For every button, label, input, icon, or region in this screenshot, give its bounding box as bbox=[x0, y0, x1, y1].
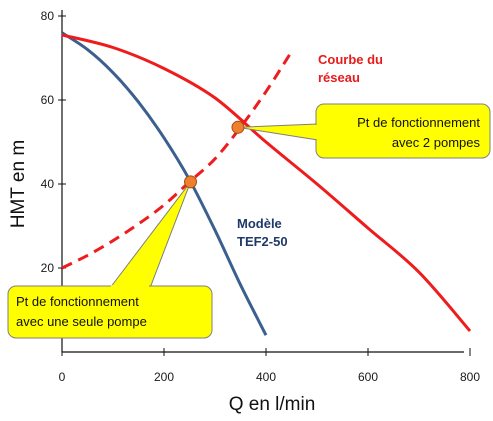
axes: 0 200 400 600 800 20 40 60 80 Q en l/min HMT en… bbox=[8, 9, 480, 415]
callout-text: avec une seule pompe bbox=[16, 314, 147, 329]
x-ticks: 0 200 400 600 800 bbox=[59, 348, 480, 384]
y-tick-label: 80 bbox=[41, 9, 55, 23]
x-tick-label: 200 bbox=[154, 370, 174, 384]
series-label: TEF2-50 bbox=[237, 234, 288, 249]
callout-box bbox=[7, 285, 213, 339]
y-ticks: 20 40 60 80 bbox=[41, 9, 66, 275]
callout-text: Pt de fonctionnement bbox=[357, 115, 480, 130]
y-tick-label: 60 bbox=[41, 93, 55, 107]
callout-text: Pt de fonctionnement bbox=[16, 294, 139, 309]
x-tick-label: 0 bbox=[59, 370, 66, 384]
series-labels: Modèle TEF2-50 Courbe du réseau bbox=[237, 52, 383, 249]
callout-pointer bbox=[108, 181, 191, 289]
series bbox=[61, 31, 472, 336]
point-single-pump bbox=[184, 175, 198, 189]
series-line-0 bbox=[61, 31, 268, 336]
callout-seam bbox=[111, 285, 149, 289]
series-label: Courbe du bbox=[318, 52, 383, 67]
callouts: Pt de fonctionnement avec une seule pompe… bbox=[7, 103, 491, 339]
operating-points bbox=[184, 120, 245, 189]
series-label: réseau bbox=[318, 70, 360, 85]
series-line-1 bbox=[61, 33, 472, 332]
series-line-2 bbox=[61, 50, 293, 270]
series-label: Modèle bbox=[237, 216, 282, 231]
x-tick-label: 600 bbox=[358, 370, 378, 384]
y-tick-label: 40 bbox=[41, 177, 55, 191]
callout-seam bbox=[315, 125, 319, 139]
y-axis-title: HMT en m bbox=[8, 140, 29, 228]
x-axis-title: Q en l/min bbox=[229, 394, 316, 415]
y-tick-label: 20 bbox=[41, 261, 55, 275]
x-tick-label: 400 bbox=[256, 370, 276, 384]
point-two-pumps bbox=[231, 120, 245, 134]
callout-text: avec 2 pompes bbox=[392, 135, 481, 150]
x-tick-label: 800 bbox=[460, 370, 480, 384]
callout-pointer bbox=[237, 123, 319, 141]
